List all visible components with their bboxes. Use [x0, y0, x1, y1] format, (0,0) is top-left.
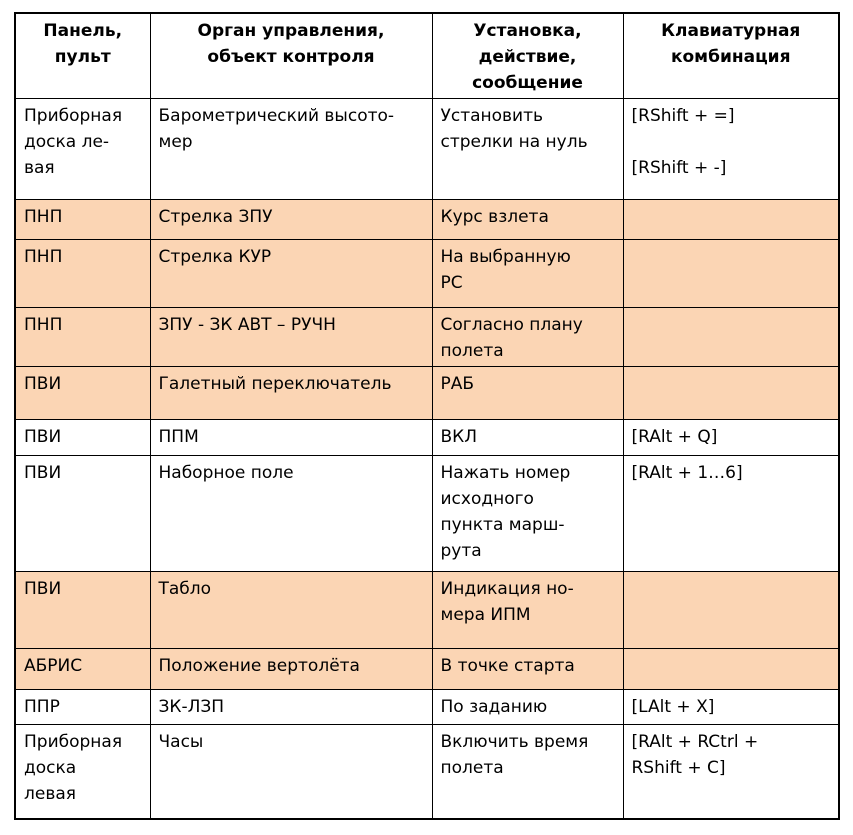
cell-action: РАБ [431, 366, 624, 420]
cell-panel: ПВИ [14, 419, 151, 456]
cell-key-combo: [RAlt + 1…6] [622, 455, 840, 572]
cell-key-combo: [RAlt + RCtrl + RShift + C] [622, 724, 840, 819]
cell-panel: ПВИ [14, 366, 151, 420]
cell-control: Галетный переключатель [149, 366, 433, 420]
cell-control: Стрелка ЗПУ [149, 199, 433, 240]
cell-panel: АБРИС [14, 648, 151, 690]
cell-key-combo [622, 366, 840, 420]
cell-action: Включить время полета [431, 724, 624, 819]
header-cell-key-combo: Клавиатурная комбинация [622, 12, 840, 99]
cell-panel: ПНП [14, 199, 151, 240]
header-cell-panel: Панель, пульт [14, 12, 151, 99]
table-row: Приборная доска ле- вая Барометрический … [14, 98, 840, 200]
cell-panel: ПВИ [14, 455, 151, 572]
document-page: Панель, пульт Орган управления, объект к… [14, 12, 840, 820]
table-row: ПНП ЗПУ - ЗК АВТ – РУЧН Согласно плану п… [14, 307, 840, 367]
cell-action: По заданию [431, 689, 624, 725]
cell-control: Табло [149, 571, 433, 649]
cell-panel: Приборная доска ле- вая [14, 98, 151, 200]
table-row: ПВИ Наборное поле Нажать номер исходного… [14, 455, 840, 572]
table-row: ПНП Стрелка КУР На выбранную РС [14, 239, 840, 308]
cell-key-combo [622, 571, 840, 649]
cell-action: ВКЛ [431, 419, 624, 456]
table-row: ПВИ Табло Индикация но- мера ИПМ [14, 571, 840, 649]
cell-action: Курс взлета [431, 199, 624, 240]
table-row: ПВИ Галетный переключатель РАБ [14, 366, 840, 420]
cell-key-combo [622, 307, 840, 367]
cell-key-combo [622, 648, 840, 690]
cell-key-combo: [RShift + =] [RShift + -] [622, 98, 840, 200]
cell-key-combo: [LAlt + X] [622, 689, 840, 725]
cell-action: В точке старта [431, 648, 624, 690]
cell-panel: ПВИ [14, 571, 151, 649]
cell-key-combo: [RAlt + Q] [622, 419, 840, 456]
table-row: АБРИС Положение вертолёта В точке старта [14, 648, 840, 690]
cell-key-combo [622, 199, 840, 240]
cell-control: ЗК-ЛЗП [149, 689, 433, 725]
header-cell-control: Орган управления, объект контроля [149, 12, 433, 99]
cell-control: Стрелка КУР [149, 239, 433, 308]
cell-panel: ПНП [14, 307, 151, 367]
table-row: ППР ЗК-ЛЗП По заданию [LAlt + X] [14, 689, 840, 725]
cell-control: Наборное поле [149, 455, 433, 572]
table-row: ПНП Стрелка ЗПУ Курс взлета [14, 199, 840, 240]
table-row: Приборная доска левая Часы Включить врем… [14, 724, 840, 819]
cell-key-combo [622, 239, 840, 308]
cell-action: На выбранную РС [431, 239, 624, 308]
cell-panel: ППР [14, 689, 151, 725]
keyboard-combination-table: Панель, пульт Орган управления, объект к… [14, 12, 840, 820]
table-row: ПВИ ППМ ВКЛ [RAlt + Q] [14, 419, 840, 456]
cell-control: Барометрический высото- мер [149, 98, 433, 200]
cell-panel: Приборная доска левая [14, 724, 151, 819]
cell-action: Нажать номер исходного пункта марш- рута [431, 455, 624, 572]
cell-action: Индикация но- мера ИПМ [431, 571, 624, 649]
cell-control: ЗПУ - ЗК АВТ – РУЧН [149, 307, 433, 367]
cell-control: Часы [149, 724, 433, 819]
cell-action: Согласно плану полета [431, 307, 624, 367]
cell-control: Положение вертолёта [149, 648, 433, 690]
cell-control: ППМ [149, 419, 433, 456]
cell-panel: ПНП [14, 239, 151, 308]
table-header-row: Панель, пульт Орган управления, объект к… [14, 12, 840, 99]
cell-action: Установить стрелки на нуль [431, 98, 624, 200]
header-cell-action: Установка, действие, сообщение [431, 12, 624, 99]
